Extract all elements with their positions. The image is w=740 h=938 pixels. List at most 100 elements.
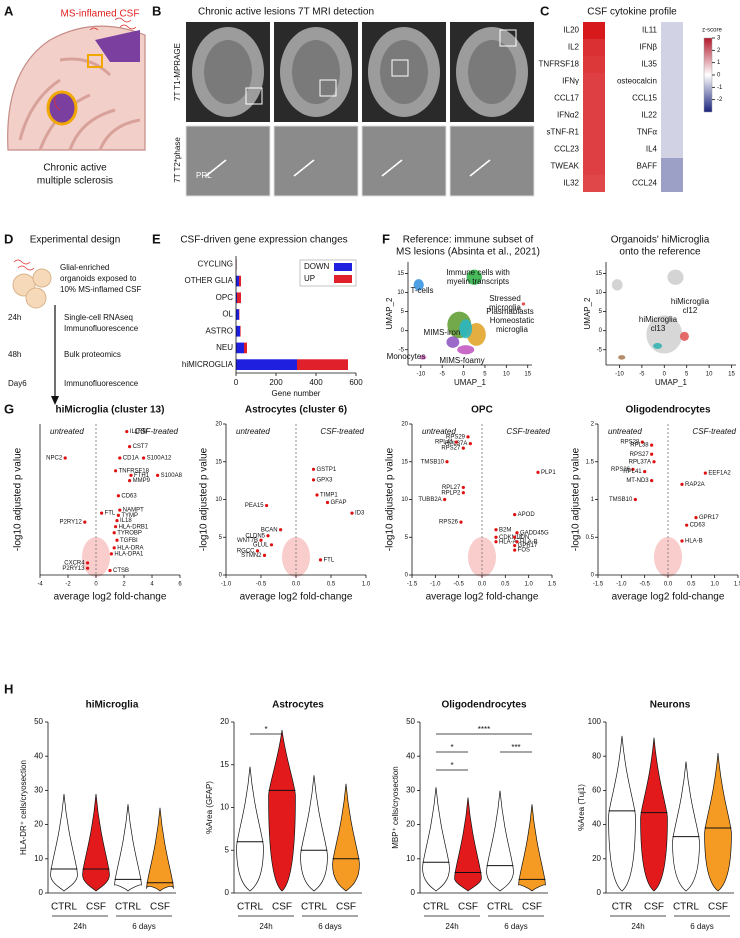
- group-label: CSF: [708, 902, 728, 913]
- bar: [297, 359, 348, 370]
- row-label: CCL17: [554, 94, 579, 103]
- gene-point: [83, 520, 87, 524]
- heat-cell: [661, 73, 683, 90]
- violin: [422, 787, 450, 892]
- x-tick-label: 1.0: [362, 582, 371, 588]
- y-tick-label: 40: [34, 751, 43, 760]
- y-tick-label: 30: [34, 786, 43, 795]
- gene-label: HLA-DPA1: [114, 551, 144, 557]
- significance-label: *: [264, 725, 267, 734]
- panel-title: MS lesions (Absinta et al., 2021): [396, 247, 540, 258]
- gene-point: [129, 473, 133, 477]
- gene-point: [311, 478, 316, 482]
- row-label: CCL24: [632, 179, 657, 188]
- gene-label: B2M: [499, 527, 511, 533]
- gene-point: [652, 460, 656, 464]
- x-tick-label: -0.5: [453, 582, 464, 588]
- plot-title: Astrocytes (cluster 6): [245, 405, 347, 416]
- y-tick-label: 10: [401, 497, 408, 503]
- gene-point: [536, 470, 540, 474]
- x-tick-label: -2: [65, 582, 71, 588]
- gene-label: RPS28: [620, 440, 640, 446]
- gene-point: [114, 525, 118, 529]
- gene-point: [459, 520, 463, 524]
- group-label: CTRL: [301, 902, 328, 913]
- cluster: [653, 342, 663, 349]
- colorbar-tick-label: -1: [717, 85, 723, 91]
- x-tick-label: -1.0: [430, 582, 441, 588]
- violin: [608, 735, 636, 892]
- time-label: 24h: [445, 922, 458, 931]
- gene-label: RPL41: [435, 440, 454, 446]
- x-tick-label: 0: [94, 582, 98, 588]
- x-tick-label: -0.5: [256, 582, 267, 588]
- bar: [236, 359, 297, 370]
- row-label: IFNγ: [562, 77, 579, 86]
- heat-cell: [583, 56, 605, 73]
- roi-box: [245, 87, 263, 105]
- gene-label: RPL38: [630, 443, 649, 449]
- y-tick-label: 0: [219, 573, 223, 579]
- gene-point: [112, 546, 116, 550]
- gene-label: MMP9: [133, 478, 151, 484]
- violin: [640, 737, 668, 892]
- gene-label: PEA15: [245, 503, 264, 509]
- y-tick-label: 20: [220, 717, 229, 726]
- cluster: [611, 279, 623, 291]
- step-text: Immunofluorescence: [64, 324, 139, 333]
- group-label: CTRL: [237, 902, 264, 913]
- tag: CSF-treated: [134, 427, 178, 436]
- gene-point: [112, 531, 116, 535]
- y-tick-label: 100: [588, 717, 602, 726]
- x-tick-label: 5: [685, 372, 689, 378]
- plot-title: Oligodendrocytes: [441, 700, 526, 711]
- axis-label: -log10 adjusted p value: [385, 447, 396, 551]
- y-tick-label: 5: [225, 845, 230, 854]
- row-label: TNFRSF18: [539, 60, 580, 69]
- gene-label: TMSB10: [609, 497, 633, 503]
- y-tick-label: -5: [597, 347, 603, 353]
- group-label: CTRL: [115, 902, 142, 913]
- roi-box: [391, 59, 409, 77]
- gene-label: RAP2A: [685, 482, 705, 488]
- description: 10% MS-inflamed CSF: [60, 285, 141, 294]
- x-tick-label: -1.0: [616, 582, 627, 588]
- gene-label: IL1RN: [130, 429, 147, 435]
- x-tick-label: 0.5: [327, 582, 336, 588]
- y-tick-label: 10: [34, 854, 43, 863]
- gene-point: [128, 445, 132, 449]
- y-tick-label: 5: [401, 309, 405, 315]
- panel-letter: G: [4, 401, 14, 416]
- step-text: Single-cell RNAseq: [64, 313, 133, 322]
- x-tick-label: 6: [178, 582, 182, 588]
- gene-label: HLA-A: [499, 539, 517, 545]
- gene-point: [694, 516, 698, 520]
- row-label: IL20: [563, 26, 579, 35]
- gene-label: GFAP: [331, 500, 347, 506]
- cluster-label: cl12: [683, 306, 698, 315]
- heat-cell: [583, 158, 605, 175]
- gene-label: GPR17: [699, 515, 719, 521]
- y-tick-label: 20: [592, 854, 601, 863]
- gene-label: RPS29: [446, 434, 466, 440]
- x-tick-label: 2: [122, 582, 126, 588]
- colorbar-tick-label: 1: [717, 60, 721, 66]
- gene-point: [86, 566, 90, 570]
- gene-point: [255, 549, 260, 553]
- x-tick-label: 600: [349, 378, 363, 387]
- gene-label: GADD45G: [520, 530, 549, 536]
- group-label: CTRL: [487, 902, 514, 913]
- gene-point: [265, 503, 269, 508]
- significance-label: ****: [478, 725, 490, 734]
- heat-cell: [583, 124, 605, 141]
- gene-label: CXCR4: [64, 560, 85, 566]
- tag: CSF-treated: [320, 427, 364, 436]
- y-tick-label: 80: [592, 751, 601, 760]
- gene-point: [318, 558, 323, 562]
- cluster-label: Monocytes: [387, 352, 426, 361]
- mri-zoom: [449, 125, 535, 197]
- colorbar-title: z-score: [702, 28, 722, 34]
- row-label: IL4: [646, 145, 658, 154]
- axis-label: average log2 fold-change: [240, 592, 353, 603]
- plot-title: OPC: [471, 405, 493, 416]
